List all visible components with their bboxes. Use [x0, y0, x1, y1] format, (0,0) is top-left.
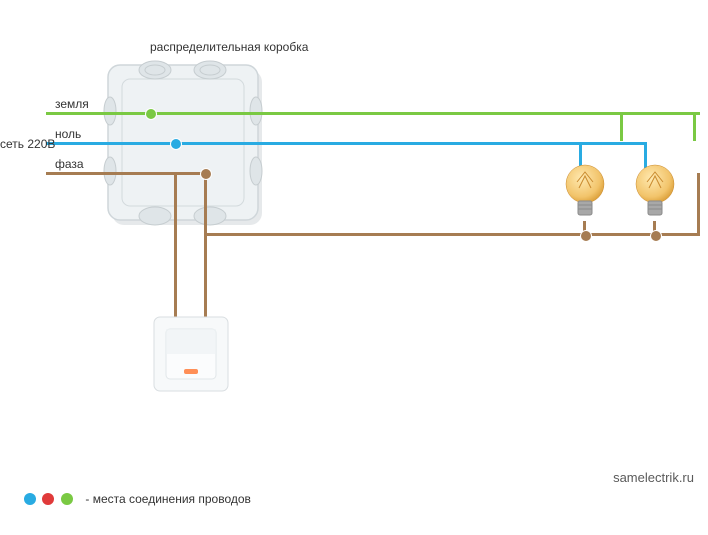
- bulb-1: [562, 162, 608, 226]
- wall-switch: [152, 315, 230, 393]
- node-ground-jbox: [145, 108, 157, 120]
- label-neutral: ноль: [55, 127, 81, 141]
- label-ground: земля: [55, 97, 89, 111]
- wire-ground-drop1: [620, 113, 623, 141]
- wire-switch-down2: [204, 218, 207, 318]
- legend-dot-blue: [24, 493, 36, 505]
- wire-phase-right-v: [697, 173, 700, 236]
- wire-ground-drop2: [693, 113, 696, 141]
- node-phase-jbox: [200, 168, 212, 180]
- node-neutral-jbox: [170, 138, 182, 150]
- bulb-2: [632, 162, 678, 226]
- label-mains: сеть 220В: [0, 137, 55, 151]
- legend-dot-red: [42, 493, 54, 505]
- watermark: samelectrik.ru: [613, 470, 694, 485]
- node-phase-bulb2: [650, 230, 662, 242]
- wire-phase-to-switch-v: [174, 173, 177, 220]
- wire-switch-down1: [174, 218, 177, 318]
- label-phase: фаза: [55, 157, 84, 171]
- junction-box-label: распределительная коробка: [150, 40, 308, 54]
- wire-phase-bottom-h: [204, 233, 700, 236]
- wire-neutral-h: [46, 142, 647, 145]
- diagram-canvas: распределительная коробка земля ноль фаз…: [0, 0, 708, 535]
- legend: - места соединения проводов: [24, 490, 251, 508]
- node-phase-bulb1: [580, 230, 592, 242]
- legend-text: - места соединения проводов: [85, 492, 251, 506]
- legend-dot-green: [61, 493, 73, 505]
- wire-phase-h: [46, 172, 207, 175]
